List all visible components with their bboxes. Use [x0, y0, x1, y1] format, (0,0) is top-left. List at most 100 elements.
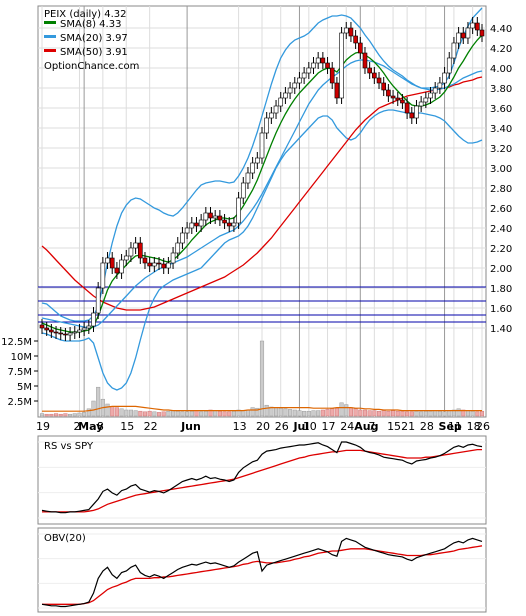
- candle-body: [301, 72, 307, 79]
- price-tick-label: 2.20: [490, 244, 512, 255]
- candle-body: [184, 227, 190, 234]
- price-tick-label: 1.60: [490, 304, 512, 315]
- candle-body: [306, 67, 312, 74]
- volume-bar: [245, 409, 251, 417]
- candle-body: [109, 257, 115, 269]
- candlesticks: [39, 17, 485, 341]
- volume-bar: [475, 411, 480, 417]
- volume-bar: [142, 411, 148, 417]
- candle-body: [418, 101, 424, 107]
- rs-lines: [38, 441, 486, 519]
- volume-bar: [189, 410, 194, 417]
- candle-body: [114, 267, 120, 274]
- volume-bar: [278, 407, 283, 417]
- volume-bar: [479, 410, 485, 417]
- volume-bar: [91, 400, 96, 417]
- price-tick-label: 3.80: [490, 84, 512, 95]
- price-axis-labels: 1.40 1.60 1.80 2.00 2.20 2.40 2.60 2.80 3.00 3.20…: [490, 24, 512, 335]
- candle-body: [67, 332, 73, 336]
- candle-body: [86, 325, 92, 329]
- volume-bar: [128, 409, 133, 417]
- volume-bar: [437, 410, 442, 417]
- candle-body: [189, 222, 195, 229]
- volume-bar: [166, 410, 171, 417]
- candle-body: [292, 82, 298, 89]
- volume-bar: [405, 411, 410, 417]
- volume-bar: [428, 410, 433, 417]
- candle-body: [156, 262, 162, 265]
- candle-body: [442, 72, 447, 84]
- volume-bar: [433, 410, 438, 417]
- date-tick-label: 24: [340, 420, 354, 433]
- volume-bar: [269, 406, 274, 417]
- volume-bar: [348, 407, 353, 417]
- candle-body: [49, 329, 54, 333]
- candle-body: [123, 255, 129, 261]
- volume-bar: [44, 413, 49, 417]
- volume-tick-label: 2.5M: [7, 397, 32, 408]
- candle-body: [367, 67, 372, 74]
- candle-body: [175, 242, 181, 254]
- obv-line: [41, 537, 483, 608]
- candle-body: [147, 262, 152, 267]
- volume-bar: [442, 411, 447, 417]
- candle-body: [128, 247, 134, 257]
- legend: PEIX (daily) 4.32 SMA(8) 4.33 SMA(20) 3.…: [44, 9, 139, 72]
- volume-bar: [203, 410, 208, 417]
- volume-bar: [367, 410, 372, 417]
- watermark: OptionChance.com: [44, 61, 139, 72]
- candle-body: [161, 263, 167, 269]
- volume-bar: [292, 409, 297, 417]
- candle-body: [475, 22, 480, 31]
- price-tick-label: 2.80: [490, 184, 512, 195]
- volume-bar: [288, 409, 293, 417]
- date-tick-label: 15: [387, 420, 401, 433]
- volume-bar: [110, 406, 115, 417]
- volume-bar: [185, 411, 190, 417]
- volume-bar: [255, 407, 260, 417]
- date-tick-label: 22: [144, 420, 158, 433]
- legend-sma20: SMA(20) 3.97: [60, 33, 128, 44]
- volume-average-line: [42, 405, 482, 412]
- candle-body: [105, 257, 110, 264]
- volume-bar: [273, 407, 279, 417]
- price-tick-label: 1.40: [490, 324, 512, 335]
- candle-body: [325, 62, 330, 69]
- rs-panel-frame: [37, 435, 487, 525]
- date-tick-label: 11: [448, 420, 462, 433]
- date-tick-label: 10: [303, 420, 317, 433]
- price-tick-label: 3.60: [490, 104, 512, 115]
- volume-bar: [39, 413, 45, 417]
- candle-body: [329, 67, 335, 84]
- candle-body: [353, 35, 358, 44]
- candle-body: [287, 87, 293, 94]
- date-tick-label: 26: [275, 420, 289, 433]
- candle-body: [217, 215, 223, 221]
- candle-body: [297, 77, 302, 84]
- candle-body: [451, 42, 457, 59]
- volume-bar: [358, 409, 363, 417]
- candle-body: [77, 329, 82, 333]
- volume-bar: [180, 411, 185, 417]
- volume-bar: [171, 410, 176, 417]
- price-tick-label: 4.00: [490, 64, 512, 75]
- volume-bar: [353, 408, 358, 417]
- volume-bar: [119, 408, 124, 417]
- date-tick-label: 13: [233, 420, 247, 433]
- volume-bar: [419, 411, 424, 417]
- volume-bar: [447, 410, 452, 417]
- volume-bar: [124, 409, 129, 417]
- moving-averages: [41, 34, 483, 333]
- candle-body: [311, 62, 316, 69]
- volume-bar: [264, 404, 269, 417]
- volume-bar: [152, 411, 157, 417]
- candle-body: [334, 82, 340, 99]
- volume-bar: [213, 410, 218, 417]
- rs-panel-title: RS vs SPY: [44, 441, 94, 452]
- candle-body: [386, 89, 391, 97]
- price-tick-label: 2.40: [490, 224, 512, 235]
- candle-body: [423, 97, 429, 103]
- candle-body: [437, 82, 443, 89]
- volume-bar: [222, 411, 227, 417]
- candle-body: [446, 57, 452, 74]
